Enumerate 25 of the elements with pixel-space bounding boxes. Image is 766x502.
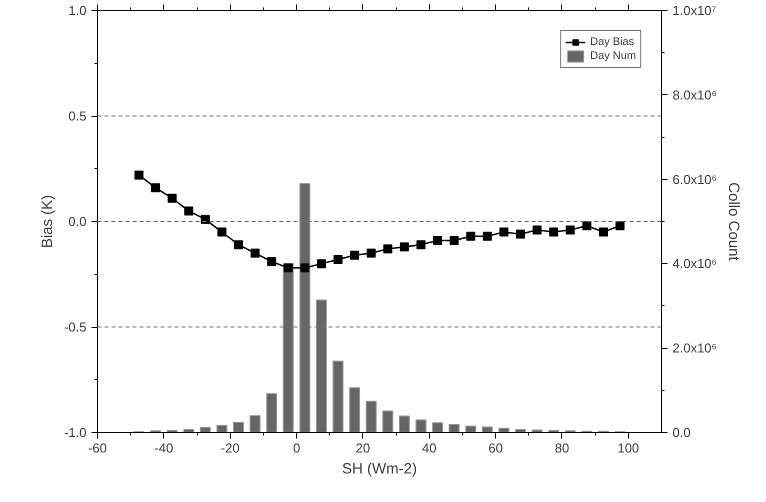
x-tick-label: -20 xyxy=(220,440,240,456)
x-tick-label: 60 xyxy=(488,440,503,456)
y-tick-label: 0.5 xyxy=(68,108,87,124)
y-tick-label: -1.0 xyxy=(64,425,87,440)
y-axis-title: Bias (K) xyxy=(39,194,56,248)
y-tick-label: 1.0 xyxy=(68,3,87,18)
y2-tick-label: 6.0x10⁶ xyxy=(672,172,717,187)
y-tick-label: -0.5 xyxy=(64,320,87,334)
legend-label: Day Bias xyxy=(590,35,634,49)
x-axis-title: SH (Wm-2) xyxy=(342,460,418,478)
x-tick-label: 100 xyxy=(617,440,640,456)
legend-label: Day Num xyxy=(590,49,636,63)
x-tick-label: 20 xyxy=(356,440,370,456)
y2-tick-label: 1.0x10⁷ xyxy=(672,3,717,18)
x-tick-label: 80 xyxy=(554,440,570,456)
y-tick-label: 0.0 xyxy=(68,214,87,229)
y2-tick-label: 2.0x10⁶ xyxy=(672,340,717,356)
y2-tick-label: 8.0x10⁶ xyxy=(672,87,717,102)
x-tick-label: -40 xyxy=(154,440,174,456)
y2-axis-title: Collo Count xyxy=(724,182,742,262)
x-tick-label: 0 xyxy=(292,440,300,456)
y2-tick-label: 4.0x10⁶ xyxy=(672,256,717,272)
y2-tick-label: 0.0 xyxy=(672,425,691,440)
x-tick-label: 40 xyxy=(422,440,437,456)
x-tick-label: -60 xyxy=(88,440,107,456)
